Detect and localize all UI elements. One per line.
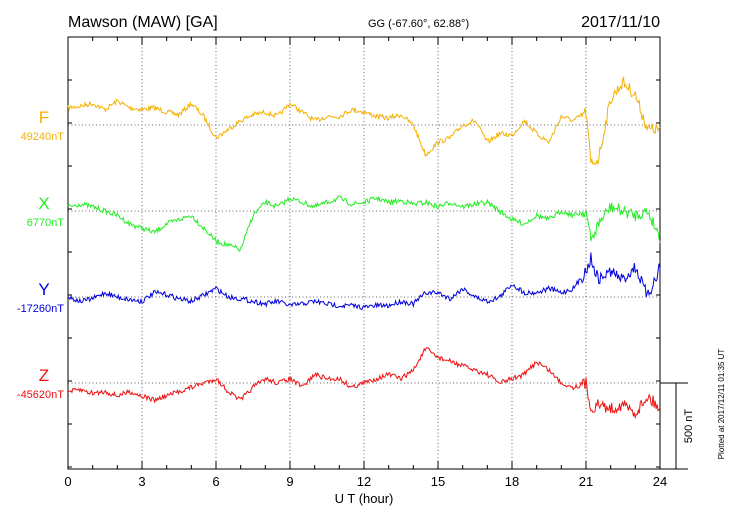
x-tick-label: 9 — [286, 474, 293, 489]
scale-bar — [660, 382, 688, 470]
x-tick-label: 24 — [653, 474, 667, 489]
plot-date: 2017/11/10 — [581, 14, 660, 31]
series-labels: F 49240nT X 6770nT Y -17260nT Z -45620nT — [17, 108, 64, 401]
x-tick-label: 12 — [357, 474, 371, 489]
series-baseline-y: -17260nT — [17, 303, 64, 315]
series-baseline-z: -45620nT — [17, 389, 64, 401]
series-line-z — [67, 347, 661, 420]
series-name-x: X — [38, 194, 49, 213]
x-tick-label: 0 — [64, 474, 71, 489]
grid-lines — [141, 37, 587, 469]
x-axis-label: U T (hour) — [335, 491, 394, 506]
series-baselines — [68, 124, 660, 384]
series-name-y: Y — [38, 280, 49, 299]
x-tick-label: 21 — [579, 474, 593, 489]
series-baseline-x: 6770nT — [27, 217, 65, 229]
x-axis-ticks: 0 3 6 9 12 15 18 21 24 — [64, 37, 667, 489]
series-line-y — [67, 252, 661, 311]
x-tick-label: 3 — [138, 474, 145, 489]
series-name-f: F — [39, 108, 49, 127]
x-tick-label: 15 — [431, 474, 445, 489]
x-tick-label: 18 — [505, 474, 519, 489]
series-name-z: Z — [39, 366, 49, 385]
series-line-f — [67, 76, 661, 166]
series-lines — [67, 76, 661, 420]
series-baseline-f: 49240nT — [21, 131, 65, 143]
series-line-x — [67, 195, 661, 252]
plot-frame — [67, 36, 661, 470]
plotted-note: Plotted at 2017/12/11 01:35 UT — [717, 349, 726, 460]
scale-label: 500 nT — [683, 409, 695, 444]
x-tick-label: 6 — [212, 474, 219, 489]
station-title: Mawson (MAW) [GA] — [68, 14, 218, 31]
station-coords: GG (-67.60°, 62.88°) — [368, 18, 469, 30]
